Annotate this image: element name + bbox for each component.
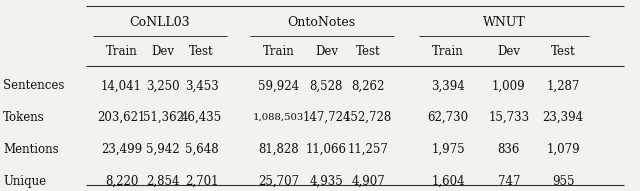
Text: 203,621: 203,621 [97, 111, 146, 124]
Text: 51,362: 51,362 [143, 111, 184, 124]
Text: 4,935: 4,935 [310, 175, 343, 188]
Text: Tokens: Tokens [3, 111, 45, 124]
Text: 1,088,503: 1,088,503 [253, 113, 304, 122]
Text: 5,648: 5,648 [185, 143, 218, 156]
Text: 3,453: 3,453 [185, 79, 218, 92]
Text: Train: Train [106, 45, 138, 58]
Text: 8,528: 8,528 [310, 79, 343, 92]
Text: Sentences: Sentences [3, 79, 65, 92]
Text: WNUT: WNUT [483, 16, 525, 29]
Text: 59,924: 59,924 [258, 79, 299, 92]
Text: 23,499: 23,499 [101, 143, 142, 156]
Text: Train: Train [432, 45, 464, 58]
Text: 836: 836 [498, 143, 520, 156]
Text: 25,707: 25,707 [258, 175, 299, 188]
Text: 15,733: 15,733 [488, 111, 529, 124]
Text: CoNLL03: CoNLL03 [130, 16, 190, 29]
Text: 1,009: 1,009 [492, 79, 525, 92]
Text: 81,828: 81,828 [258, 143, 299, 156]
Text: 1,287: 1,287 [547, 79, 580, 92]
Text: 1,604: 1,604 [431, 175, 465, 188]
Text: 4,907: 4,907 [351, 175, 385, 188]
Text: Mentions: Mentions [3, 143, 59, 156]
Text: Test: Test [551, 45, 575, 58]
Text: 2,701: 2,701 [185, 175, 218, 188]
Text: 955: 955 [552, 175, 575, 188]
Text: Dev: Dev [497, 45, 520, 58]
Text: 62,730: 62,730 [428, 111, 468, 124]
Text: 14,041: 14,041 [101, 79, 142, 92]
Text: 1,079: 1,079 [547, 143, 580, 156]
Text: 46,435: 46,435 [181, 111, 222, 124]
Text: Test: Test [356, 45, 380, 58]
Text: 11,257: 11,257 [348, 143, 388, 156]
Text: Dev: Dev [315, 45, 338, 58]
Text: 1,975: 1,975 [431, 143, 465, 156]
Text: 3,394: 3,394 [431, 79, 465, 92]
Text: 147,724: 147,724 [302, 111, 351, 124]
Text: 3,250: 3,250 [147, 79, 180, 92]
Text: 747: 747 [497, 175, 520, 188]
Text: 23,394: 23,394 [543, 111, 584, 124]
Text: 2,854: 2,854 [147, 175, 180, 188]
Text: OntoNotes: OntoNotes [287, 16, 356, 29]
Text: 5,942: 5,942 [147, 143, 180, 156]
Text: Test: Test [189, 45, 214, 58]
Text: 11,066: 11,066 [306, 143, 347, 156]
Text: Unique: Unique [3, 175, 46, 188]
Text: 8,262: 8,262 [351, 79, 385, 92]
Text: 8,220: 8,220 [105, 175, 138, 188]
Text: 152,728: 152,728 [344, 111, 392, 124]
Text: Train: Train [262, 45, 294, 58]
Text: Dev: Dev [152, 45, 175, 58]
